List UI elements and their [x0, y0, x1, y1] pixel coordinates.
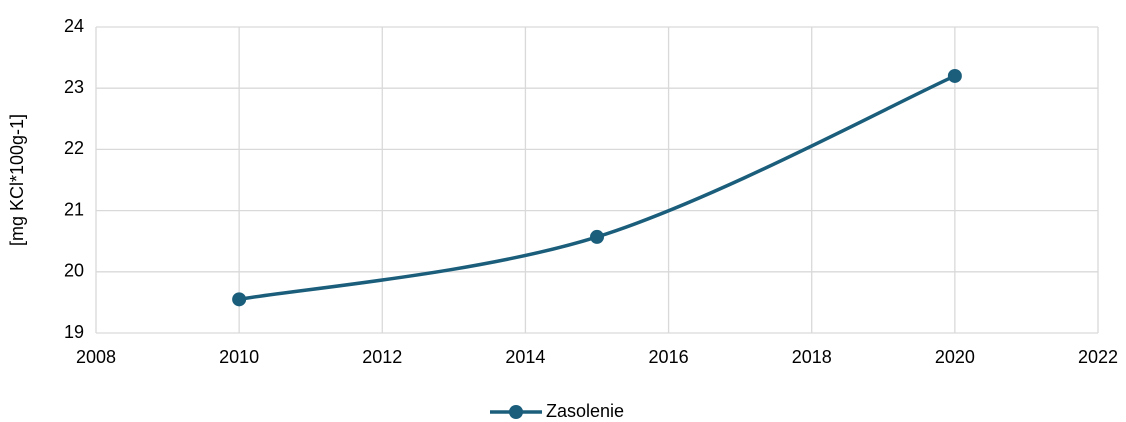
y-axis-label: [mg KCl*100g-1]	[7, 114, 27, 246]
y-tick-label: 23	[64, 77, 84, 97]
x-tick-label: 2010	[219, 347, 259, 367]
legend-label: Zasolenie	[546, 401, 624, 421]
x-tick-label: 2012	[362, 347, 402, 367]
x-tick-label: 2008	[76, 347, 116, 367]
y-tick-label: 19	[64, 322, 84, 342]
x-tick-label: 2022	[1078, 347, 1118, 367]
point	[232, 292, 247, 307]
y-tick-label: 24	[64, 16, 84, 36]
y-tick-label: 20	[64, 261, 84, 281]
x-tick-label: 2016	[649, 347, 689, 367]
line	[238, 74, 956, 302]
y-tick-label: 22	[64, 138, 84, 158]
x-tick-label: 2014	[505, 347, 545, 367]
x-tick-label: 2018	[792, 347, 832, 367]
point	[590, 229, 604, 244]
x-tick-label: 2020	[935, 347, 975, 367]
y-tick-label: 21	[64, 199, 84, 219]
point	[947, 68, 962, 83]
legend-marker	[509, 405, 523, 419]
